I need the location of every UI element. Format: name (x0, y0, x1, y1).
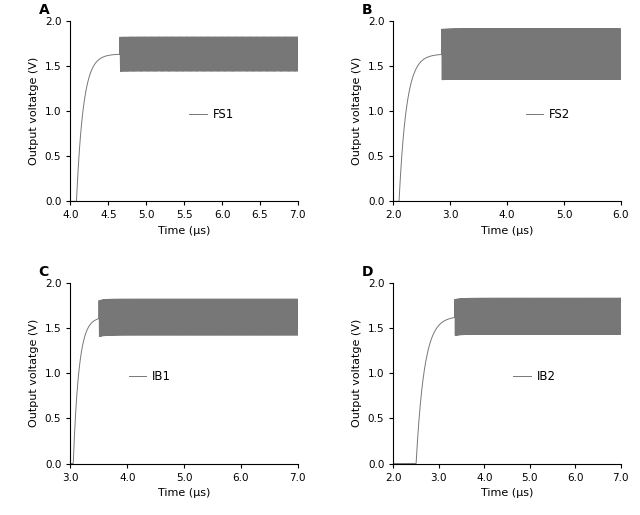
Legend: FS2: FS2 (521, 104, 575, 126)
Text: C: C (38, 265, 49, 279)
Legend: FS1: FS1 (184, 104, 239, 126)
Text: A: A (38, 3, 49, 17)
Y-axis label: Output voltatge (V): Output voltatge (V) (352, 319, 362, 427)
Y-axis label: Output voltatge (V): Output voltatge (V) (352, 57, 362, 165)
X-axis label: Time (μs): Time (μs) (481, 226, 533, 236)
X-axis label: Time (μs): Time (μs) (158, 226, 211, 236)
Text: D: D (362, 265, 373, 279)
Y-axis label: Output voltatge (V): Output voltatge (V) (29, 319, 39, 427)
X-axis label: Time (μs): Time (μs) (481, 488, 533, 498)
Legend: IB2: IB2 (508, 366, 561, 388)
Text: B: B (362, 3, 372, 17)
Legend: IB1: IB1 (124, 366, 176, 388)
X-axis label: Time (μs): Time (μs) (158, 488, 211, 498)
Y-axis label: Output voltatge (V): Output voltatge (V) (29, 57, 39, 165)
